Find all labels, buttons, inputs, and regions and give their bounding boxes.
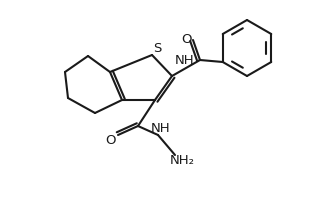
Text: O: O bbox=[106, 133, 116, 146]
Text: O: O bbox=[181, 33, 191, 46]
Text: NH: NH bbox=[151, 122, 171, 135]
Text: S: S bbox=[153, 41, 161, 55]
Text: NH: NH bbox=[175, 54, 195, 67]
Text: NH₂: NH₂ bbox=[170, 153, 195, 166]
